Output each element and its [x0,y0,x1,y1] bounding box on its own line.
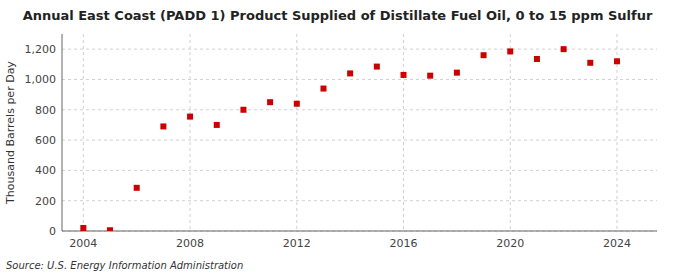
x-tick-label: 2004 [69,237,97,250]
point [107,227,113,231]
x-tick-label: 2020 [496,237,524,250]
y-tick-label: 800 [35,104,56,117]
y-grid-line [62,140,657,141]
y-axis-label: Thousand Barrels per Day [4,61,17,205]
grid [62,34,657,231]
y-grid-line [62,200,657,201]
point [374,64,380,70]
x-axis-line [62,231,657,232]
x-grid-line [83,34,84,231]
y-grid-line [62,170,657,171]
point [80,225,86,231]
title: Annual East Coast (PADD 1) Product Suppl… [23,8,653,23]
point [160,123,166,129]
point [614,58,620,64]
x-tick-label: 2016 [390,237,418,250]
x-tick-label: 2024 [603,237,631,250]
y-grid-line [62,79,657,80]
y-tick-label: 1,200 [25,43,57,56]
y-grid-line [62,49,657,50]
point [401,72,407,78]
chart-container: Annual East Coast (PADD 1) Product Suppl… [0,0,675,275]
point [347,70,353,76]
point [320,86,326,92]
chart-svg: Annual East Coast (PADD 1) Product Suppl… [0,0,675,275]
y-grid-line [62,109,657,110]
x-grid-line [510,34,511,231]
point [587,60,593,66]
y-tick-label: 400 [35,164,56,177]
x-grid-line [190,34,191,231]
point [427,73,433,79]
y-tick-label: 0 [49,225,56,238]
point [534,56,540,62]
point [294,101,300,107]
point [214,122,220,128]
y-axis-line [62,34,63,231]
point [561,46,567,52]
point [481,52,487,58]
y-tick-label: 200 [35,195,56,208]
x-grid-line [403,34,404,231]
point [267,99,273,105]
points [80,46,620,231]
y-grid-line [62,231,657,232]
x-grid-line [296,34,297,231]
point [507,48,513,54]
point [134,185,140,191]
source-note: Source: U.S. Energy Information Administ… [6,260,243,271]
point [240,107,246,113]
x-tick-label: 2012 [283,237,311,250]
x-tick-label: 2008 [176,237,204,250]
y-tick-label: 600 [35,134,56,147]
point [187,114,193,120]
axes: 0 200 400 600 800 1,000 1,200 2004 2008 2012 2016 2… [25,34,658,250]
point [454,70,460,76]
y-tick-label: 1,000 [25,73,57,86]
